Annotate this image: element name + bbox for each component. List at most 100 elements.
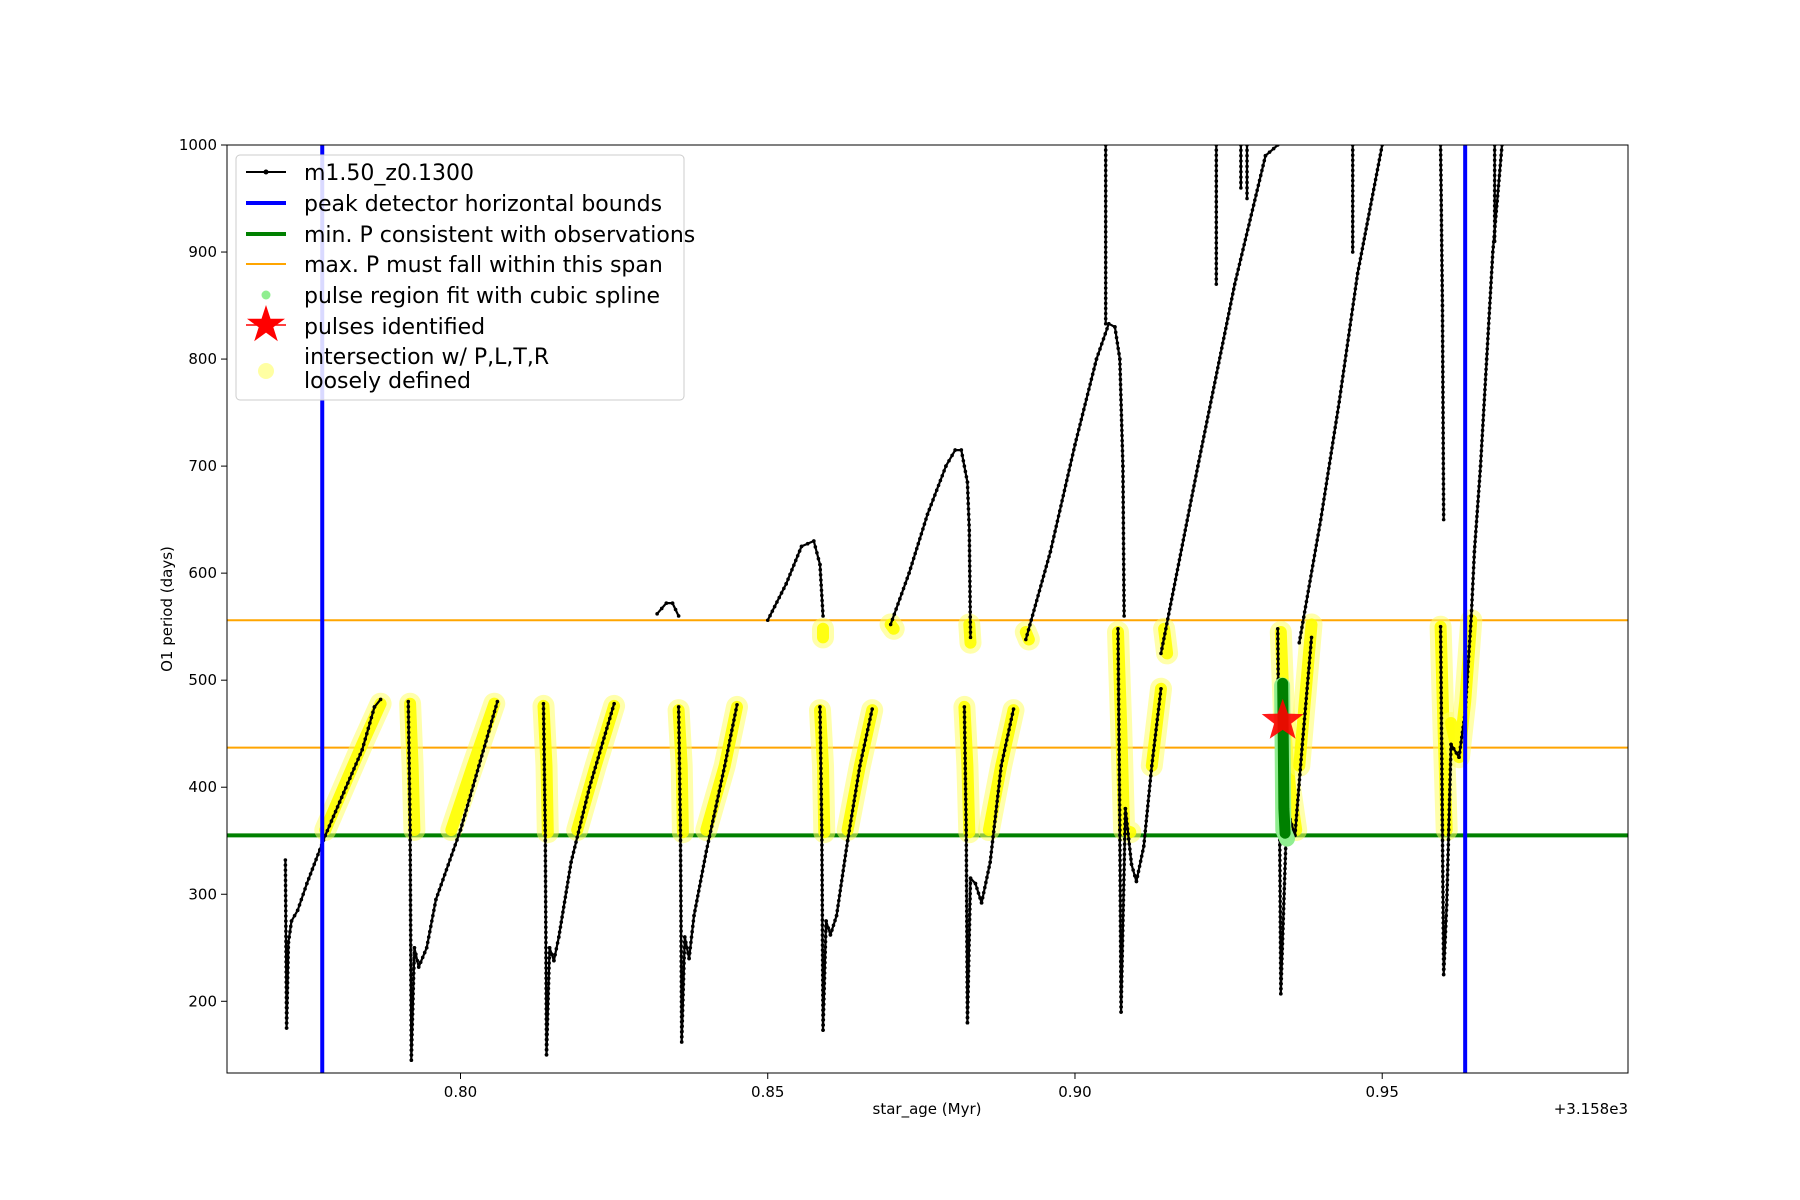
track-point — [541, 706, 546, 711]
track-point — [772, 604, 777, 609]
track-point — [488, 724, 493, 729]
track-point — [1492, 209, 1497, 213]
track-point — [1103, 321, 1108, 326]
track-point — [1485, 341, 1490, 346]
track-point — [1099, 342, 1104, 346]
track-point — [1439, 168, 1443, 172]
track-point — [1124, 811, 1128, 816]
track-point — [1203, 429, 1207, 434]
track-point — [1170, 592, 1175, 597]
track-point — [822, 976, 827, 980]
track-point — [1118, 888, 1123, 893]
track-point — [987, 865, 991, 870]
track-point — [869, 712, 873, 717]
track-point — [1245, 228, 1250, 232]
track-point — [1363, 232, 1367, 236]
track-point — [820, 833, 824, 837]
track-point — [842, 858, 847, 863]
track-point — [834, 913, 839, 918]
track-point — [407, 756, 411, 760]
track-point — [408, 933, 413, 937]
track-point — [542, 762, 547, 767]
track-point — [964, 863, 969, 868]
track-point — [963, 761, 968, 766]
track-point — [610, 706, 615, 711]
track-point — [851, 803, 856, 808]
track-point — [963, 735, 967, 740]
track-point — [963, 782, 968, 786]
track-point — [819, 807, 824, 812]
track-point — [1067, 468, 1071, 472]
track-point — [1234, 277, 1238, 282]
track-point — [1120, 449, 1125, 453]
track-point — [678, 873, 683, 878]
x-tick-label: 0.80 — [444, 1083, 477, 1101]
track-point — [1350, 240, 1355, 244]
track-point — [968, 589, 972, 594]
track-point — [1487, 306, 1492, 310]
track-point — [729, 733, 733, 738]
track-point — [1320, 507, 1325, 512]
track-point — [1247, 223, 1251, 227]
track-point — [333, 809, 338, 814]
track-point — [1121, 918, 1125, 923]
track-point — [861, 748, 866, 753]
track-point — [1342, 364, 1347, 368]
track-point — [1116, 667, 1121, 671]
track-point — [1117, 722, 1121, 727]
track-point — [1305, 594, 1310, 599]
track-point — [1311, 558, 1316, 563]
track-point — [1119, 423, 1124, 428]
track-point — [1309, 640, 1313, 645]
track-point — [544, 925, 548, 930]
track-point — [899, 591, 904, 596]
track-point — [541, 722, 546, 726]
track-point — [1059, 504, 1063, 508]
track-point — [1167, 607, 1172, 611]
track-point — [308, 872, 313, 876]
track-point — [1121, 469, 1125, 474]
track-point — [692, 913, 696, 918]
track-point — [1445, 898, 1449, 902]
track-point — [1103, 250, 1108, 255]
track-point — [408, 893, 413, 897]
track-point — [1488, 291, 1493, 295]
track-point — [1468, 629, 1473, 633]
track-point — [1343, 358, 1347, 363]
track-point — [1139, 854, 1144, 858]
track-point — [408, 853, 413, 857]
track-point — [1156, 707, 1161, 712]
track-point — [543, 848, 548, 853]
track-point — [1489, 275, 1494, 280]
track-point — [1307, 661, 1312, 665]
track-point — [1121, 562, 1126, 567]
track-point — [1304, 696, 1309, 701]
track-point — [1121, 505, 1126, 510]
track-point — [1303, 605, 1308, 609]
track-point — [1279, 981, 1283, 986]
track-point — [964, 812, 968, 817]
track-point — [1174, 572, 1179, 577]
track-point — [582, 805, 587, 809]
intersection-segment — [445, 697, 501, 836]
track-point — [431, 913, 435, 918]
track-point — [1064, 478, 1069, 483]
track-point — [1439, 218, 1444, 223]
track-point — [565, 885, 569, 889]
track-point — [1117, 762, 1122, 767]
track-point — [1308, 645, 1313, 650]
track-point — [964, 914, 969, 919]
track-point — [819, 782, 823, 786]
track-point — [822, 965, 827, 970]
track-point — [837, 893, 842, 898]
track-point — [1283, 866, 1287, 871]
track-point — [1044, 564, 1049, 569]
track-point — [286, 965, 290, 970]
track-point — [676, 715, 681, 720]
track-point — [1103, 275, 1108, 280]
track-point — [408, 848, 413, 852]
track-point — [1475, 514, 1479, 519]
track-point — [839, 878, 844, 883]
track-point — [1480, 433, 1485, 438]
track-point — [547, 971, 551, 976]
